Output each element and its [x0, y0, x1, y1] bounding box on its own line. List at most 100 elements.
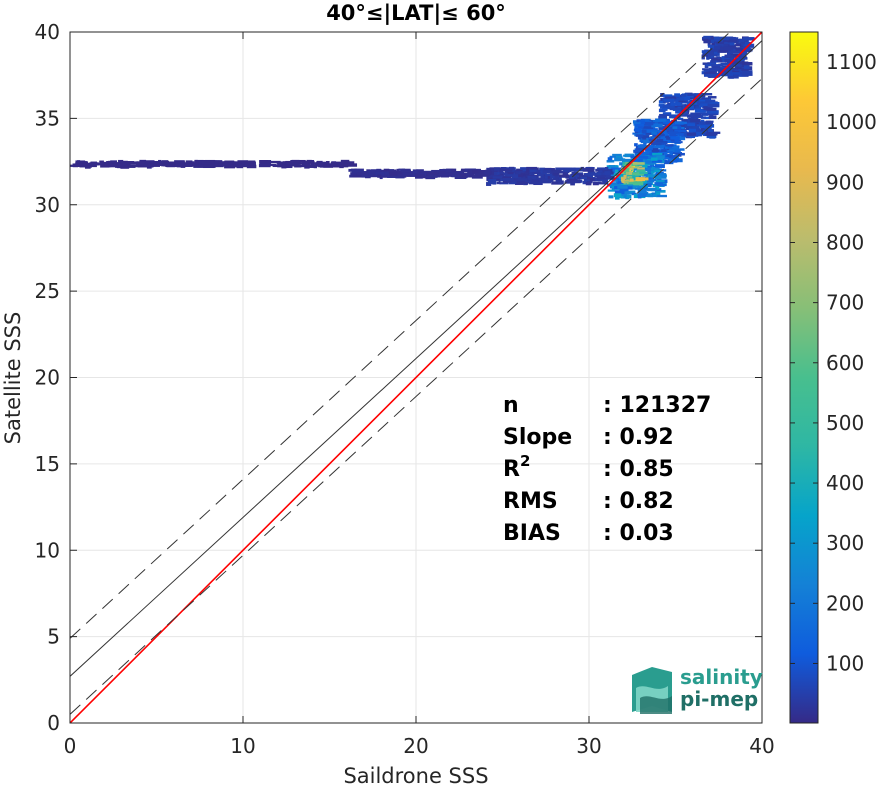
density-cell: [590, 179, 597, 182]
density-cell: [699, 99, 710, 104]
density-cell: [619, 195, 624, 199]
density-cell: [537, 173, 544, 177]
density-cell: [719, 71, 727, 75]
density-cell: [633, 162, 645, 165]
density-cell: [614, 157, 624, 162]
density-cell: [741, 53, 746, 57]
density-cell: [720, 68, 725, 72]
density-cell: [654, 189, 666, 193]
density-cell: [635, 187, 641, 190]
density-cell: [709, 61, 717, 65]
density-cell: [643, 142, 647, 145]
density-cell: [735, 43, 743, 47]
density-cell: [398, 168, 406, 171]
density-cell: [210, 160, 223, 164]
density-cell: [658, 100, 666, 104]
density-cell: [667, 158, 673, 161]
density-cell: [654, 169, 661, 173]
density-cell: [663, 104, 674, 109]
density-cell: [706, 112, 719, 116]
density-cell: [654, 164, 665, 169]
density-cell: [712, 57, 725, 61]
x-tick-label: 40: [749, 734, 774, 758]
density-cell: [498, 169, 503, 172]
density-cell: [708, 129, 714, 133]
density-cell: [503, 172, 508, 176]
density-cell: [438, 173, 449, 176]
density-cell: [621, 171, 627, 174]
density-cell: [627, 184, 639, 188]
density-cell: [638, 126, 644, 129]
density-cell: [660, 160, 670, 164]
density-cell: [615, 169, 619, 173]
density-cell: [539, 167, 546, 172]
y-tick-label: 10: [35, 538, 60, 562]
density-cell: [650, 175, 654, 180]
density-cell: [100, 164, 110, 168]
density-cell: [735, 53, 747, 57]
density-cell: [585, 182, 592, 186]
density-cell: [607, 157, 613, 161]
density-cell: [622, 195, 627, 199]
stat-label: n: [503, 393, 519, 418]
density-cell: [651, 157, 658, 161]
density-cell: [224, 164, 236, 169]
density-cell: [544, 168, 552, 172]
density-cell: [237, 163, 249, 168]
density-cell: [395, 175, 405, 179]
density-cell: [645, 131, 653, 135]
density-cell: [707, 96, 717, 99]
density-cell: [492, 176, 503, 179]
density-cell: [668, 151, 674, 154]
density-cell: [584, 173, 595, 176]
density-cell: [669, 107, 682, 111]
density-cell: [210, 163, 222, 167]
density-cell: [490, 167, 494, 172]
density-cell: [562, 171, 567, 175]
density-cell: [672, 126, 678, 129]
density-cell: [633, 149, 645, 153]
density-cell: [501, 168, 513, 172]
density-cell: [218, 161, 225, 164]
density-cell: [139, 159, 147, 163]
density-cell: [277, 163, 283, 168]
density-cell: [326, 160, 330, 165]
density-cell: [310, 162, 315, 166]
density-cell: [204, 159, 215, 163]
density-cell: [559, 174, 570, 178]
density-cell: [383, 168, 390, 173]
density-cell: [716, 66, 725, 70]
density-cell: [623, 154, 629, 157]
density-cell: [604, 171, 611, 175]
density-cell: [634, 143, 638, 147]
density-cell: [624, 190, 636, 195]
density-cell: [711, 49, 722, 53]
density-cell: [640, 119, 650, 123]
density-cell: [692, 107, 702, 110]
density-cell: [294, 164, 307, 168]
density-cell: [500, 166, 507, 170]
density-cell: [516, 181, 529, 184]
density-cell: [237, 160, 249, 164]
density-cell: [738, 38, 745, 43]
density-cell: [264, 163, 277, 167]
density-cell: [487, 180, 497, 185]
density-cell: [665, 120, 676, 124]
density-cell: [486, 178, 491, 182]
density-cell: [429, 174, 434, 178]
density-cell: [711, 41, 715, 46]
density-cell: [389, 172, 398, 176]
density-cell: [530, 169, 537, 173]
density-cell: [700, 126, 710, 131]
density-cell: [667, 144, 674, 149]
density-cell: [203, 164, 215, 169]
density-cell: [652, 152, 663, 156]
density-cell: [410, 172, 416, 177]
density-cell: [677, 117, 684, 121]
density-cell: [621, 180, 626, 183]
colorbar-tick-label: 300: [826, 531, 864, 555]
density-cell: [536, 171, 542, 176]
density-cell: [688, 128, 697, 133]
density-cell: [707, 44, 719, 48]
